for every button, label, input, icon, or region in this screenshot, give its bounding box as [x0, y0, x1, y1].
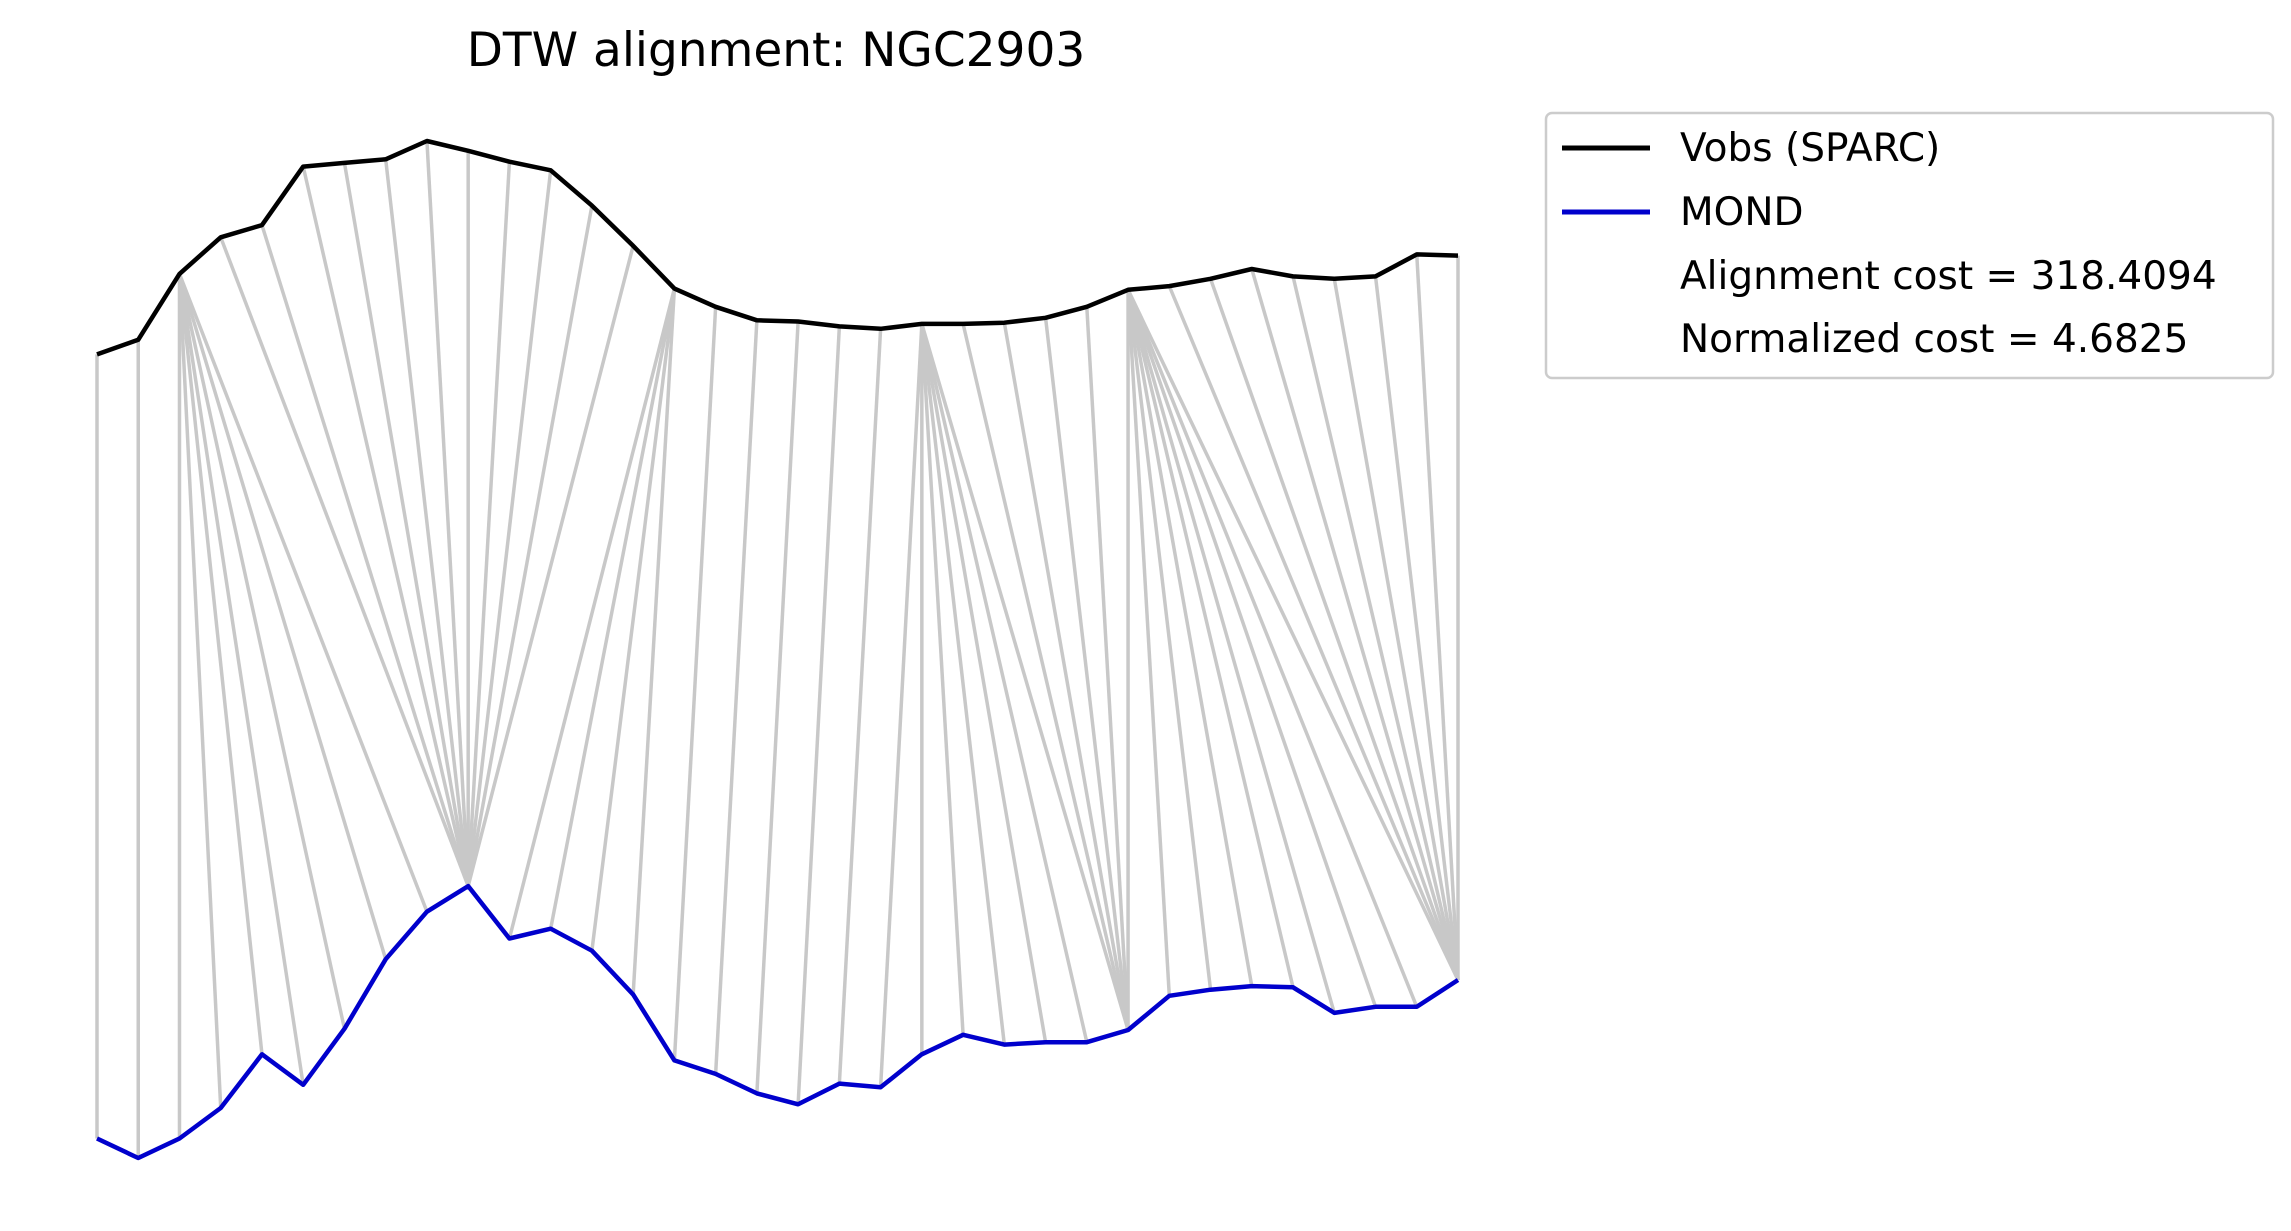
alignment-line [920, 323, 1007, 1045]
alignment-line [878, 323, 924, 1088]
alignment-line [260, 224, 470, 887]
alignment-line [1373, 276, 1460, 981]
alignment-lines [95, 140, 1460, 1158]
alignment-line [177, 273, 429, 913]
alignment-line [1126, 289, 1460, 981]
alignment-line [177, 273, 264, 1055]
alignment-line [219, 236, 470, 887]
alignment-line [920, 323, 1048, 1043]
alignment-line [796, 326, 842, 1105]
alignment-line [1126, 289, 1336, 1014]
series-line-vobs [96, 138, 1459, 357]
alignment-line [177, 273, 305, 1086]
alignment-line [466, 245, 635, 887]
alignment-line [672, 306, 718, 1061]
alignment-line [961, 323, 1130, 1031]
alignment-line [1043, 317, 1130, 1031]
series-lines [96, 138, 1460, 1161]
alignment-line [837, 328, 883, 1084]
alignment-line [548, 288, 677, 930]
alignment-line [920, 323, 965, 1035]
alignment-line [1126, 289, 1172, 996]
alignment-line [1126, 289, 1419, 1008]
alignment-line [755, 321, 800, 1094]
alignment-line [1332, 278, 1460, 981]
alignment-line [1126, 289, 1213, 990]
alignment-line [590, 288, 677, 951]
alignment-line [466, 170, 553, 887]
legend-box [1544, 111, 2275, 380]
alignment-line [1002, 322, 1130, 1031]
alignment-line [713, 320, 759, 1074]
legend-label-vobs: Vobs (SPARC) [1680, 126, 1940, 171]
alignment-line [631, 288, 677, 995]
alignment-line [1085, 306, 1130, 1031]
alignment-line [301, 166, 470, 887]
alignment-line [1126, 289, 1295, 988]
alignment-line [1208, 278, 1460, 981]
legend-alignment-cost: Alignment cost = 318.4094 [1680, 254, 2217, 299]
alignment-line [466, 161, 512, 887]
legend: Vobs (SPARC) MOND Alignment cost = 318.4… [1544, 111, 2275, 380]
alignment-line [1126, 289, 1254, 987]
alignment-line [177, 273, 388, 960]
alignment-line [342, 162, 470, 887]
alignment-line [383, 159, 470, 887]
alignment-line [1291, 275, 1460, 981]
chart-title: DTW alignment: NGC2903 [467, 23, 1086, 78]
alignment-line [1126, 289, 1378, 1008]
alignment-line [920, 323, 1089, 1043]
legend-label-mond: MOND [1680, 190, 1804, 235]
alignment-line [177, 273, 223, 1109]
series-line-mond [96, 883, 1460, 1161]
alignment-line [1415, 254, 1460, 981]
alignment-line [507, 288, 677, 939]
legend-normalized-cost: Normalized cost = 4.6825 [1680, 317, 2188, 362]
alignment-line [177, 273, 347, 1030]
alignment-line [920, 323, 1130, 1031]
alignment-line [466, 205, 594, 887]
alignment-line [425, 140, 470, 887]
alignment-line [1250, 268, 1460, 981]
alignment-line [1167, 285, 1460, 981]
